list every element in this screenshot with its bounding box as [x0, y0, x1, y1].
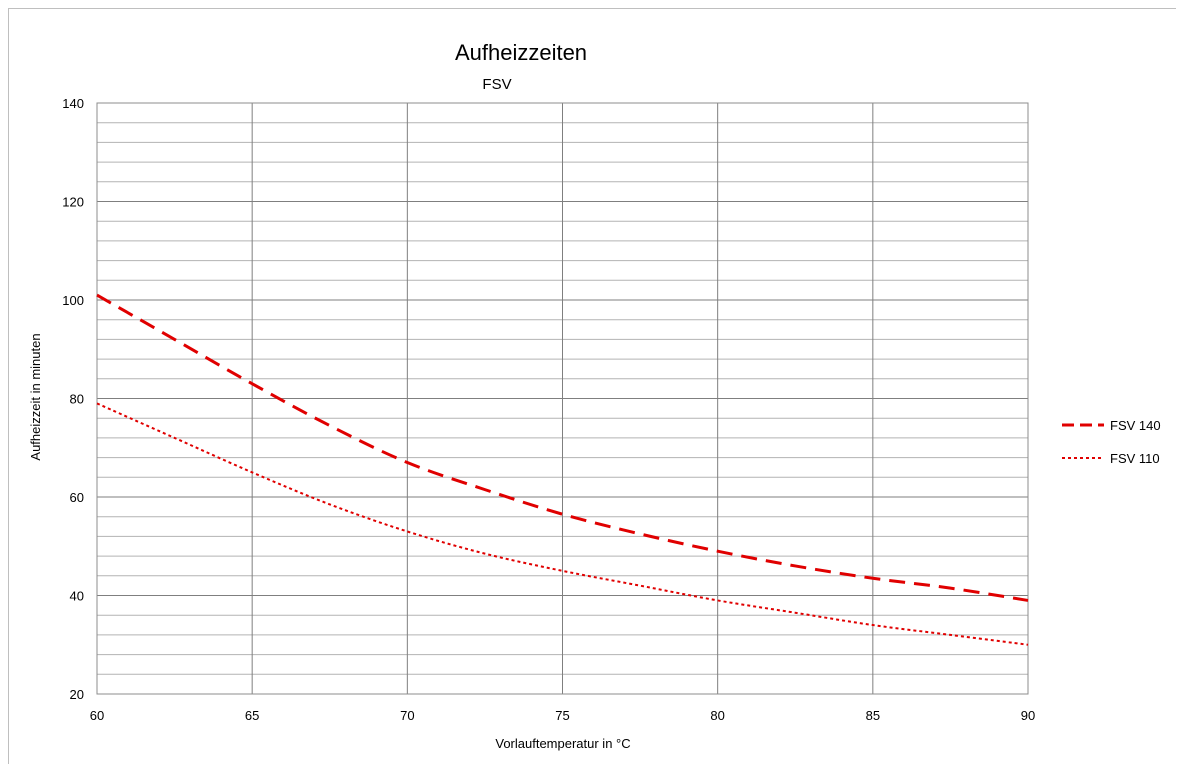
chart-subtitle: FSV [482, 76, 511, 93]
legend-label-fsv-140: FSV 140 [1110, 418, 1161, 433]
series-line-fsv-140 [96, 293, 1029, 602]
x-tick-label: 85 [866, 708, 880, 723]
chart-frame [8, 8, 1176, 764]
y-tick-label: 140 [62, 96, 84, 111]
x-tick-label: 80 [710, 708, 724, 723]
x-tick-label: 75 [555, 708, 569, 723]
x-axis-label: Vorlauftemperatur in °C [495, 736, 630, 751]
x-tick-label: 90 [1021, 708, 1035, 723]
y-tick-labels: 20 40 60 80 100 120 140 [62, 96, 84, 702]
x-tick-label: 70 [400, 708, 414, 723]
y-tick-label: 40 [70, 589, 84, 604]
y-tick-label: 60 [70, 490, 84, 505]
legend-label-fsv-110: FSV 110 [1110, 451, 1160, 466]
series-line-fsv-110 [96, 402, 1029, 646]
y-axis-label: Aufheizzeit in minuten [28, 333, 43, 460]
chart-title: Aufheizzeiten [455, 40, 587, 65]
x-tick-label: 65 [245, 708, 259, 723]
y-tick-label: 20 [70, 687, 84, 702]
x-tick-label: 60 [90, 708, 104, 723]
x-tick-labels: 60 65 70 75 80 85 90 [90, 708, 1035, 723]
major-gridlines [96, 102, 1029, 695]
legend: FSV 140 FSV 110 [1062, 418, 1161, 466]
y-tick-label: 100 [62, 293, 84, 308]
y-tick-label: 80 [70, 392, 84, 407]
y-tick-label: 120 [62, 195, 84, 210]
series-lines [96, 293, 1029, 646]
plot-area-border [96, 102, 1029, 695]
